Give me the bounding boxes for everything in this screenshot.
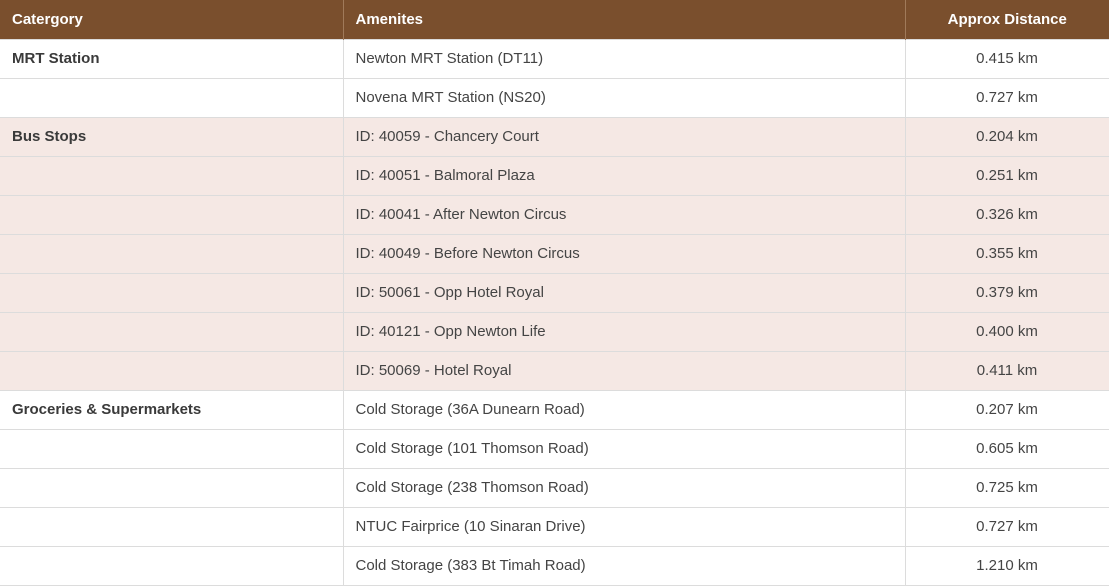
row-amenity: ID: 40121 - Opp Newton Life xyxy=(343,311,906,351)
row-distance: 0.204 km xyxy=(905,116,1109,156)
header-distance: Approx Distance xyxy=(905,0,1109,39)
row-amenity: ID: 40059 - Chancery Court xyxy=(343,116,906,156)
row-distance: 0.326 km xyxy=(905,194,1109,234)
header-category: Catergory xyxy=(0,0,344,39)
table-row: MRT Station Newton MRT Station (DT11) 0.… xyxy=(0,38,1109,78)
row-amenity: Cold Storage (101 Thomson Road) xyxy=(343,428,906,468)
row-distance: 0.727 km xyxy=(905,506,1109,546)
row-amenity: ID: 40051 - Balmoral Plaza xyxy=(343,155,906,195)
table-row: NTUC Fairprice (10 Sinaran Drive) 0.727 … xyxy=(0,506,1109,546)
table-row: Groceries & Supermarkets Cold Storage (3… xyxy=(0,389,1109,429)
table-row: Novena MRT Station (NS20) 0.727 km xyxy=(0,77,1109,117)
table-row: Cold Storage (383 Bt Timah Road) 1.210 k… xyxy=(0,545,1109,586)
row-category xyxy=(0,350,344,390)
row-amenity: Newton MRT Station (DT11) xyxy=(343,38,906,78)
table-row: Bus Stops ID: 40059 - Chancery Court 0.2… xyxy=(0,116,1109,156)
row-category xyxy=(0,272,344,312)
row-distance: 0.415 km xyxy=(905,38,1109,78)
row-category xyxy=(0,311,344,351)
row-distance: 0.355 km xyxy=(905,233,1109,273)
row-category xyxy=(0,506,344,546)
row-distance: 0.207 km xyxy=(905,389,1109,429)
row-amenity: ID: 50069 - Hotel Royal xyxy=(343,350,906,390)
table-row: ID: 40041 - After Newton Circus 0.326 km xyxy=(0,194,1109,234)
table-row: Cold Storage (101 Thomson Road) 0.605 km xyxy=(0,428,1109,468)
header-amenities: Amenites xyxy=(343,0,906,39)
row-amenity: Cold Storage (383 Bt Timah Road) xyxy=(343,545,906,586)
row-category: Groceries & Supermarkets xyxy=(0,389,344,429)
row-amenity: ID: 50061 - Opp Hotel Royal xyxy=(343,272,906,312)
row-distance: 1.210 km xyxy=(905,545,1109,586)
row-category xyxy=(0,194,344,234)
row-category xyxy=(0,428,344,468)
table-row: ID: 40051 - Balmoral Plaza 0.251 km xyxy=(0,155,1109,195)
row-category xyxy=(0,77,344,117)
table-row: ID: 50061 - Opp Hotel Royal 0.379 km xyxy=(0,272,1109,312)
table-row: ID: 40121 - Opp Newton Life 0.400 km xyxy=(0,311,1109,351)
row-amenity: Novena MRT Station (NS20) xyxy=(343,77,906,117)
row-amenity: NTUC Fairprice (10 Sinaran Drive) xyxy=(343,506,906,546)
row-distance: 0.411 km xyxy=(905,350,1109,390)
row-distance: 0.251 km xyxy=(905,155,1109,195)
row-amenity: ID: 40049 - Before Newton Circus xyxy=(343,233,906,273)
header-row: Catergory Amenites Approx Distance xyxy=(0,0,1109,39)
row-category xyxy=(0,545,344,586)
table-row: Cold Storage (238 Thomson Road) 0.725 km xyxy=(0,467,1109,507)
table-row: ID: 50069 - Hotel Royal 0.411 km xyxy=(0,350,1109,390)
row-amenity: Cold Storage (238 Thomson Road) xyxy=(343,467,906,507)
row-distance: 0.379 km xyxy=(905,272,1109,312)
row-distance: 0.605 km xyxy=(905,428,1109,468)
row-category: MRT Station xyxy=(0,38,344,78)
row-amenity: ID: 40041 - After Newton Circus xyxy=(343,194,906,234)
row-category: Bus Stops xyxy=(0,116,344,156)
row-distance: 0.725 km xyxy=(905,467,1109,507)
row-distance: 0.727 km xyxy=(905,77,1109,117)
table-row: ID: 40049 - Before Newton Circus 0.355 k… xyxy=(0,233,1109,273)
row-distance: 0.400 km xyxy=(905,311,1109,351)
row-amenity: Cold Storage (36A Dunearn Road) xyxy=(343,389,906,429)
row-category xyxy=(0,155,344,195)
row-category xyxy=(0,233,344,273)
row-category xyxy=(0,467,344,507)
